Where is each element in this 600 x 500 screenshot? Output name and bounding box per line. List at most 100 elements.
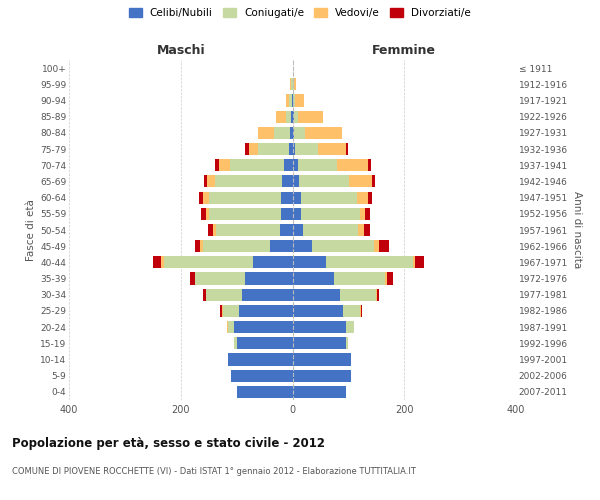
- Text: Popolazione per età, sesso e stato civile - 2012: Popolazione per età, sesso e stato civil…: [12, 438, 325, 450]
- Bar: [207, 176, 215, 188]
- Y-axis label: Fasce di età: Fasce di età: [26, 199, 36, 261]
- Bar: [359, 208, 365, 220]
- Bar: [298, 110, 323, 122]
- Bar: [326, 256, 413, 268]
- Bar: [220, 159, 230, 172]
- Bar: [293, 127, 294, 139]
- Bar: [239, 305, 293, 317]
- Bar: [295, 143, 317, 155]
- Bar: [208, 224, 213, 236]
- Bar: [286, 110, 292, 122]
- Bar: [358, 224, 364, 236]
- Bar: [258, 143, 289, 155]
- Bar: [293, 94, 295, 106]
- Bar: [289, 143, 293, 155]
- Bar: [379, 240, 389, 252]
- Bar: [250, 143, 258, 155]
- Bar: [301, 208, 359, 220]
- Bar: [293, 240, 312, 252]
- Bar: [215, 159, 220, 172]
- Bar: [284, 159, 293, 172]
- Bar: [312, 240, 374, 252]
- Bar: [294, 127, 305, 139]
- Bar: [259, 127, 274, 139]
- Bar: [230, 159, 284, 172]
- Bar: [413, 256, 415, 268]
- Bar: [221, 305, 223, 317]
- Bar: [293, 159, 298, 172]
- Bar: [242, 288, 293, 301]
- Bar: [227, 321, 228, 333]
- Bar: [209, 208, 281, 220]
- Bar: [293, 78, 296, 90]
- Bar: [293, 208, 301, 220]
- Bar: [385, 272, 388, 284]
- Bar: [361, 305, 362, 317]
- Bar: [203, 192, 209, 203]
- Bar: [346, 143, 349, 155]
- Bar: [372, 176, 374, 188]
- Text: Maschi: Maschi: [157, 44, 205, 57]
- Bar: [293, 386, 346, 398]
- Bar: [295, 94, 304, 106]
- Bar: [209, 192, 281, 203]
- Bar: [203, 240, 270, 252]
- Bar: [283, 176, 293, 188]
- Bar: [365, 208, 370, 220]
- Bar: [377, 288, 379, 301]
- Bar: [302, 224, 358, 236]
- Bar: [368, 159, 371, 172]
- Bar: [359, 305, 361, 317]
- Bar: [276, 110, 286, 122]
- Bar: [374, 240, 379, 252]
- Bar: [293, 321, 346, 333]
- Text: COMUNE DI PIOVENE ROCCHETTE (VI) - Dati ISTAT 1° gennaio 2012 - Elaborazione TUT: COMUNE DI PIOVENE ROCCHETTE (VI) - Dati …: [12, 468, 416, 476]
- Bar: [245, 143, 250, 155]
- Bar: [200, 240, 203, 252]
- Bar: [293, 143, 295, 155]
- Bar: [289, 94, 292, 106]
- Bar: [280, 224, 293, 236]
- Bar: [293, 192, 301, 203]
- Bar: [253, 256, 293, 268]
- Bar: [357, 192, 368, 203]
- Bar: [364, 224, 370, 236]
- Bar: [236, 338, 293, 349]
- Bar: [234, 338, 236, 349]
- Y-axis label: Anni di nascita: Anni di nascita: [572, 192, 582, 268]
- Bar: [234, 321, 293, 333]
- Bar: [293, 354, 351, 366]
- Bar: [293, 256, 326, 268]
- Bar: [346, 338, 349, 349]
- Bar: [299, 176, 349, 188]
- Bar: [292, 110, 293, 122]
- Bar: [215, 176, 283, 188]
- Bar: [164, 256, 253, 268]
- Legend: Celibi/Nubili, Coniugati/e, Vedovi/e, Divorziati/e: Celibi/Nubili, Coniugati/e, Vedovi/e, Di…: [126, 5, 474, 21]
- Bar: [290, 78, 292, 90]
- Bar: [293, 305, 343, 317]
- Bar: [202, 208, 206, 220]
- Bar: [415, 256, 424, 268]
- Bar: [281, 208, 293, 220]
- Bar: [190, 272, 195, 284]
- Bar: [161, 256, 164, 268]
- Bar: [340, 288, 376, 301]
- Bar: [317, 143, 346, 155]
- Bar: [228, 354, 293, 366]
- Bar: [337, 159, 368, 172]
- Bar: [231, 370, 293, 382]
- Bar: [293, 272, 334, 284]
- Bar: [290, 127, 293, 139]
- Bar: [293, 224, 302, 236]
- Bar: [292, 78, 293, 90]
- Bar: [270, 240, 293, 252]
- Bar: [245, 272, 293, 284]
- Bar: [293, 288, 340, 301]
- Bar: [343, 305, 359, 317]
- Bar: [293, 370, 351, 382]
- Bar: [293, 176, 299, 188]
- Bar: [236, 386, 293, 398]
- Bar: [228, 321, 234, 333]
- Bar: [204, 176, 207, 188]
